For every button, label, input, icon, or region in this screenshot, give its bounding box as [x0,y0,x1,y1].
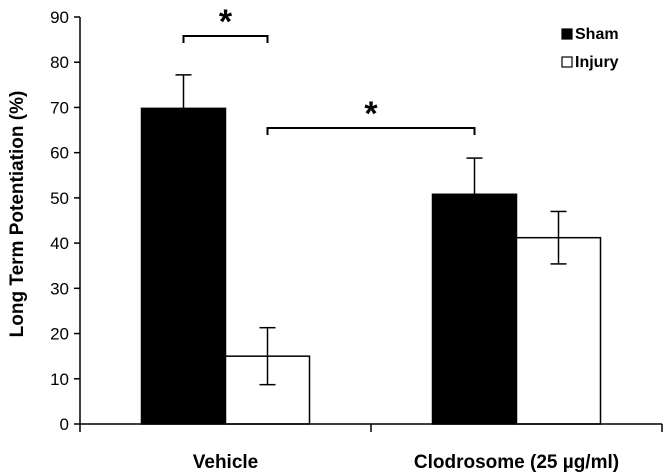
significance-bracket [266,127,476,135]
y-axis-label: Long Term Potentiation (%) [7,91,28,338]
legend-label-injury: Injury [575,54,619,71]
bar-injury [515,236,602,425]
y-tick-label: 60 [50,144,69,163]
x-category-label: Clodrosome (25 µg/ml) [414,452,619,473]
y-tick-label: 80 [50,53,69,72]
y-tick-label: 70 [50,98,69,117]
bar-sham [140,107,227,425]
significance-star: * [219,3,233,41]
y-tick-label: 20 [50,325,69,344]
y-tick-label: 50 [50,189,69,208]
y-tick-label: 40 [50,234,69,253]
y-tick-label: 0 [60,415,69,434]
y-tick-label: 30 [50,279,69,298]
x-category-label: Vehicle [193,452,259,473]
significance-bracket [182,35,269,43]
y-tick-label: 90 [50,8,69,27]
significance-star: * [364,95,378,133]
legend-label-sham: Sham [575,26,619,43]
legend-swatch-injury [561,56,573,68]
y-tick-label: 10 [50,370,69,389]
legend-swatch-sham [561,28,573,40]
